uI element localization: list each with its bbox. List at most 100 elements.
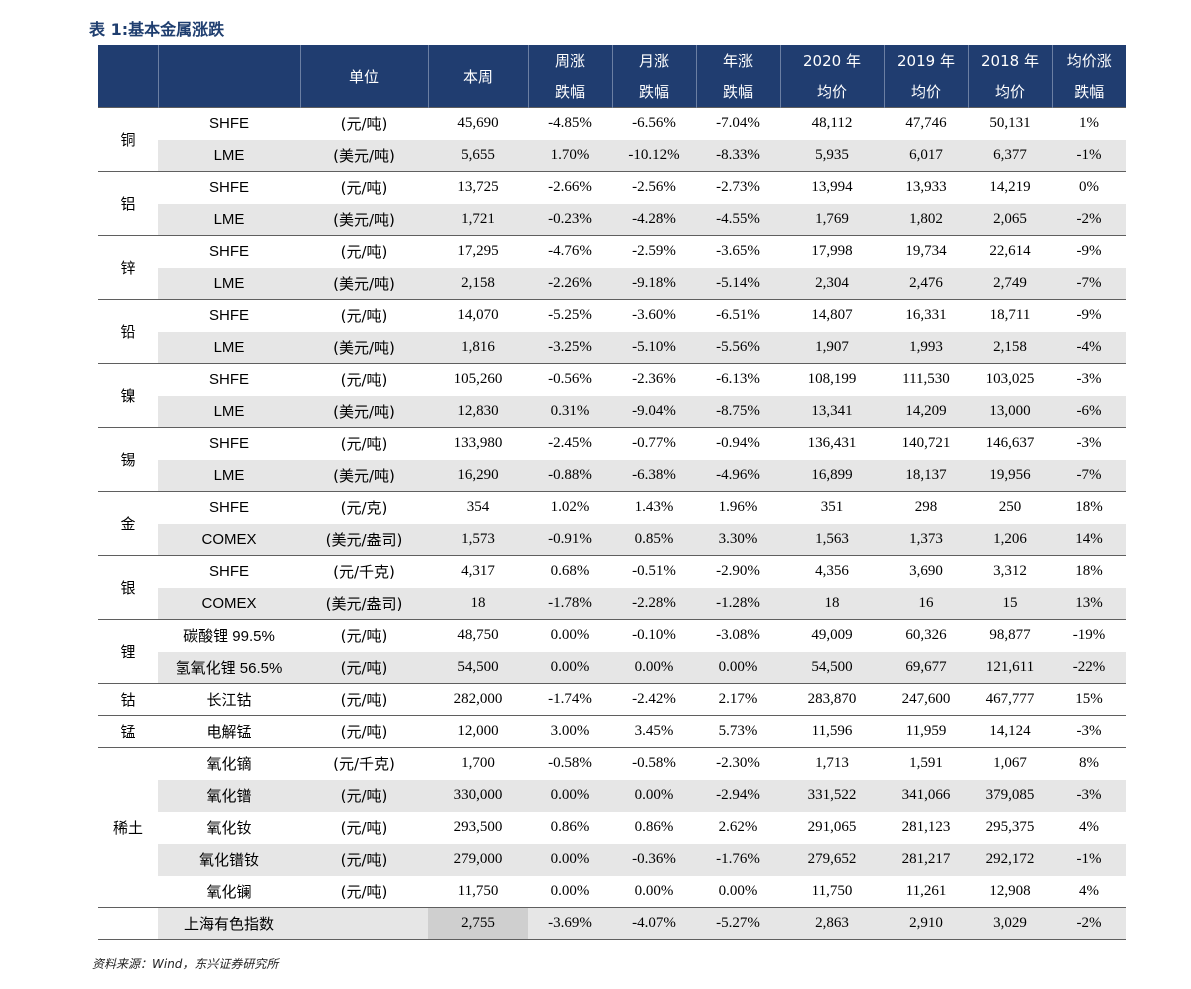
- value-cell: -9.04%: [612, 395, 696, 428]
- value-cell: 1,802: [884, 203, 968, 236]
- header-avg-change: 均价涨: [1051, 45, 1126, 76]
- value-cell: -9.18%: [612, 267, 696, 300]
- unit-cell: (元/吨): [300, 171, 428, 204]
- value-cell: 0.86%: [550, 819, 590, 835]
- value-cell: 18,711: [968, 299, 1052, 332]
- unit-cell: (美元/吨): [300, 139, 428, 172]
- value-cell: 0.00%: [718, 882, 758, 899]
- value-cell: 5,935: [780, 139, 884, 172]
- table-header: 单位 本周 周涨 月涨 年涨 2020 年 2019 年 2018 年 均价涨 …: [98, 45, 1126, 108]
- table-row: 铝 SHFE (元/吨) 13,725 -2.66% -2.56% -2.73% 13,994…: [98, 171, 1126, 236]
- value-cell: -2.28%: [612, 587, 696, 620]
- value-cell: -3%: [1052, 715, 1126, 748]
- value-cell: 18%: [1052, 491, 1126, 524]
- value-cell: -3%: [1052, 363, 1126, 396]
- product-name: 氧化镨: [158, 779, 300, 812]
- value-cell: 3.45%: [612, 715, 696, 748]
- unit-cell: (元/吨): [300, 427, 428, 460]
- table-row: LME (美元/吨) 12,830 0.31% -9.04% -8.75% 13,341 14…: [98, 395, 1126, 428]
- unit-cell: (元/千克): [300, 747, 428, 780]
- table-row: 氧化镨钕 (元/吨) 279,000 0.00% -0.36% -1.76% 279,652…: [98, 843, 1126, 876]
- value-cell: 15: [968, 587, 1052, 620]
- value-cell: 298: [884, 491, 968, 524]
- value-cell: 1,067: [968, 747, 1052, 780]
- metal-name: 镍: [98, 363, 158, 428]
- value-cell: -22%: [1052, 651, 1126, 684]
- value-cell: -9%: [1052, 299, 1126, 332]
- unit-cell: (元/吨): [300, 779, 428, 812]
- value-cell: 3.00%: [528, 715, 612, 748]
- product-name: 氧化镧: [206, 883, 252, 901]
- table-row: 氧化镨 (元/吨) 330,000 0.00% 0.00% -2.94% 331,522 34…: [98, 779, 1126, 812]
- value-cell: 1,573: [428, 523, 528, 556]
- table-row: LME (美元/吨) 5,655 1.70% -10.12% -8.33% 5,935 6,0…: [98, 139, 1126, 172]
- header-2020-avg: 2020 年: [779, 45, 884, 76]
- header-this-week: 本周: [427, 45, 528, 108]
- index-value-cell: 3,029: [968, 907, 1052, 940]
- value-cell: -3.08%: [696, 619, 780, 652]
- value-cell: -1.76%: [696, 843, 780, 876]
- value-cell: 379,085: [968, 779, 1052, 812]
- table-row: 氧化钕 (元/吨) 293,500 0.86% 0.86% 2.62% 291,065 281…: [98, 812, 1126, 844]
- index-metal-blank: [98, 907, 158, 940]
- table-row: COMEX (美元/盎司) 1,573 -0.91% 0.85% 3.30% 1,563 1,…: [98, 523, 1126, 556]
- value-cell: 11,750: [811, 882, 853, 899]
- product-name: 碳酸锂 99.5%: [158, 619, 300, 652]
- table-row: 氢氧化锂 56.5% (元/吨) 54,500 0.00% 0.00% 0.00% 54,5…: [98, 651, 1126, 684]
- product-name: SHFE: [158, 235, 300, 268]
- value-cell: 1%: [1052, 107, 1126, 140]
- value-cell: 18%: [1052, 555, 1126, 588]
- value-cell: 0.00%: [634, 882, 674, 899]
- value-cell: 14,124: [968, 715, 1052, 748]
- value-cell: 2,304: [780, 267, 884, 300]
- value-cell: 354: [428, 491, 528, 524]
- value-cell: 17,998: [780, 235, 884, 268]
- table-row: LME (美元/吨) 2,158 -2.26% -9.18% -5.14% 2,304 2,4…: [98, 267, 1126, 300]
- value-cell: 11,959: [884, 715, 968, 748]
- value-cell: -1.78%: [528, 587, 612, 620]
- value-cell: 12,830: [428, 395, 528, 428]
- value-cell: 140,721: [884, 427, 968, 460]
- value-cell: 0.85%: [612, 523, 696, 556]
- source-note: 资料来源：Wind，东兴证券研究所: [92, 957, 279, 971]
- table-row: 锰电解锰 (元/吨) 12,000 3.00% 3.45% 5.73% 11,596 11,9…: [98, 715, 1126, 748]
- table-title: 表 1:基本金属涨跌: [89, 20, 225, 39]
- index-name: 上海有色指数: [158, 907, 300, 940]
- header-2019-avg-sub: 均价: [883, 76, 968, 108]
- value-cell: 0%: [1052, 171, 1126, 204]
- value-cell: 105,260: [428, 363, 528, 396]
- value-cell: 1,713: [780, 747, 884, 780]
- metal-name: 稀土: [98, 747, 158, 908]
- table-row: 镍 SHFE (元/吨) 105,260 -0.56% -2.36% -6.13% 108,1…: [98, 363, 1126, 428]
- header-2019-avg: 2019 年: [883, 45, 968, 76]
- product-name: LME: [158, 395, 300, 428]
- product-name: SHFE: [158, 427, 300, 460]
- value-cell: -8.75%: [696, 395, 780, 428]
- table-row: LME (美元/吨) 1,816 -3.25% -5.10% -5.56% 1,907 1,9…: [98, 331, 1126, 364]
- unit-cell: (元/克): [300, 491, 428, 524]
- product-name: SHFE: [158, 299, 300, 332]
- value-cell: -9%: [1052, 235, 1126, 268]
- value-cell: 15%: [1052, 683, 1126, 716]
- header-2018-avg-sub: 均价: [967, 76, 1052, 108]
- value-cell: -6.13%: [696, 363, 780, 396]
- value-cell: -2.30%: [696, 747, 780, 780]
- table-row: LME (美元/吨) 1,721 -0.23% -4.28% -4.55% 1,769 1,8…: [98, 203, 1126, 236]
- metal-name: 钴: [98, 683, 158, 716]
- product-name: LME: [158, 331, 300, 364]
- unit-cell: (元/吨): [300, 619, 428, 652]
- value-cell: 48,750: [428, 619, 528, 652]
- product-name: 长江钴: [158, 683, 300, 716]
- value-cell: 279,652: [780, 843, 884, 876]
- value-cell: 19,734: [884, 235, 968, 268]
- value-cell: 6,017: [884, 139, 968, 172]
- value-cell: -0.94%: [696, 427, 780, 460]
- value-cell: 11,596: [780, 715, 884, 748]
- value-cell: 108,199: [780, 363, 884, 396]
- value-cell: -4.28%: [612, 203, 696, 236]
- value-cell: -2.36%: [612, 363, 696, 396]
- value-cell: -1%: [1052, 139, 1126, 172]
- unit-cell: (美元/盎司): [300, 523, 428, 556]
- unit-cell: (元/吨): [340, 882, 388, 901]
- value-cell: 1.96%: [696, 491, 780, 524]
